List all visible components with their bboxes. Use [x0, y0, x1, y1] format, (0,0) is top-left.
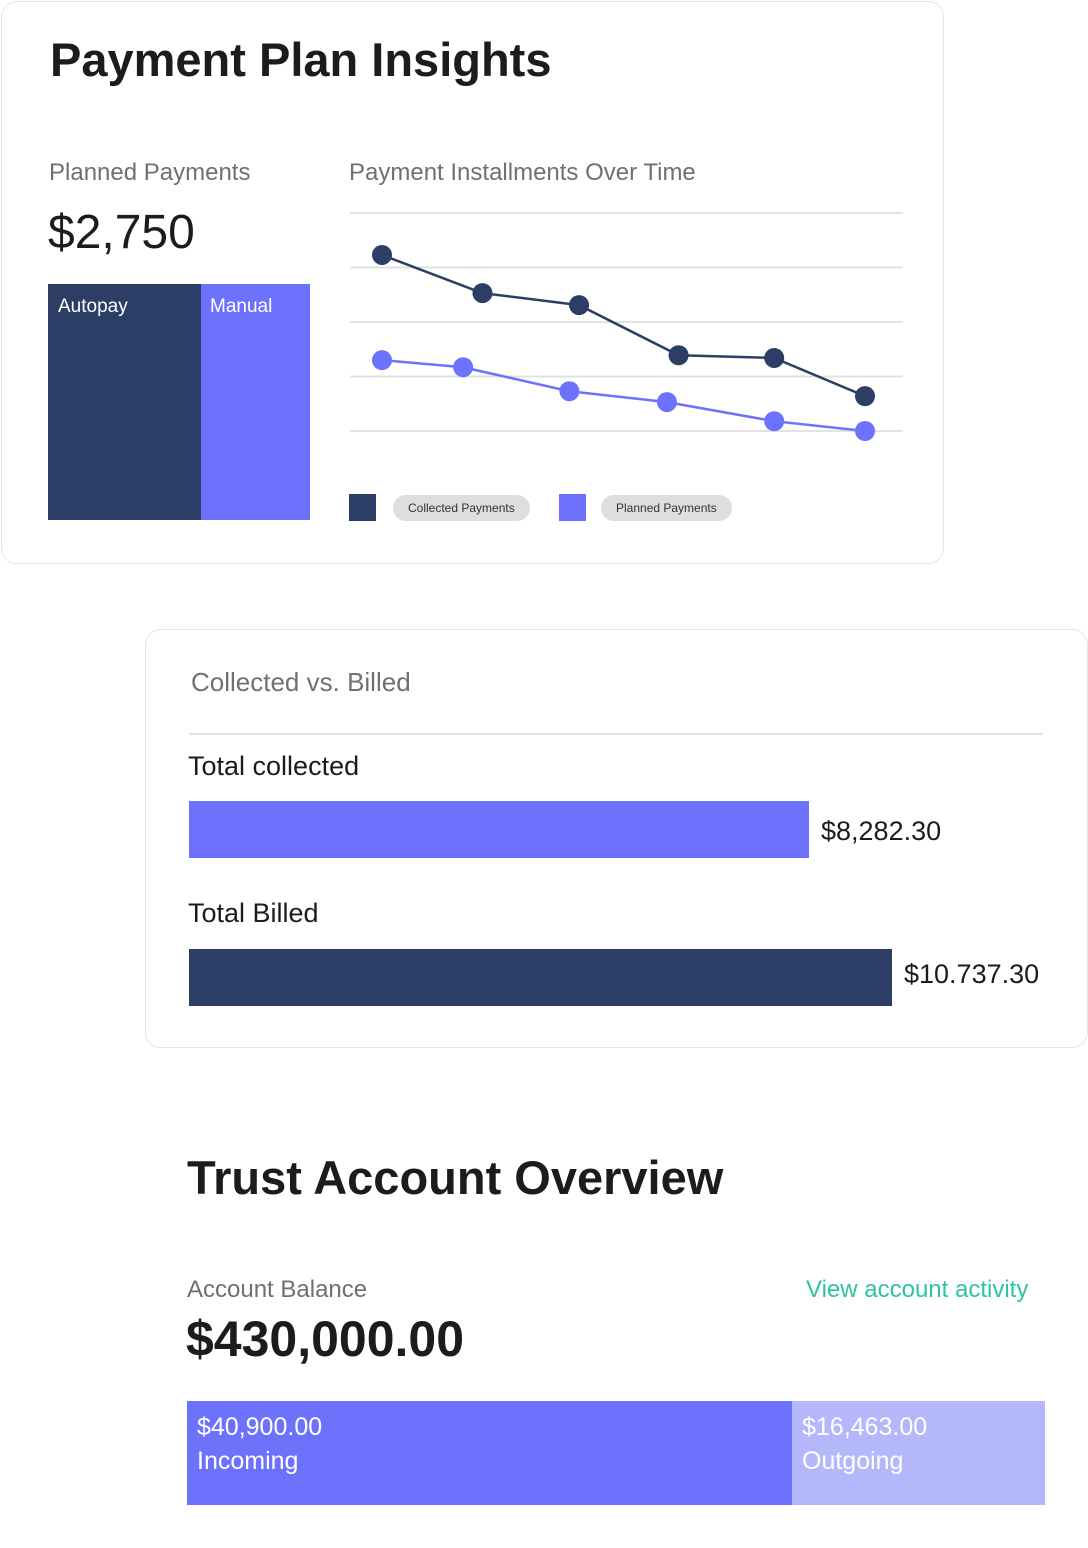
- line-chart: [350, 212, 903, 441]
- trust-title: Trust Account Overview: [187, 1151, 724, 1204]
- outgoing-bar: $16,463.00 Outgoing: [792, 1401, 1045, 1505]
- incoming-bar: $40,900.00 Incoming: [187, 1401, 792, 1505]
- outgoing-label: Outgoing: [802, 1447, 904, 1475]
- manual-block: Manual: [201, 284, 310, 520]
- account-balance-label: Account Balance: [187, 1276, 368, 1303]
- series-line-0: [381, 253, 866, 398]
- chart-title: Payment Installments Over Time: [349, 159, 696, 186]
- autopay-block: Autopay: [48, 284, 201, 520]
- planned-amount: $2,750: [48, 206, 195, 259]
- data-point: [559, 381, 580, 402]
- legend-collected: Collected Payments: [393, 495, 530, 521]
- collected-vs-billed-title: Collected vs. Billed: [191, 667, 411, 697]
- legend-swatch-collected: [349, 494, 376, 521]
- incoming-label: Incoming: [197, 1447, 299, 1475]
- total-billed-value: $10.737.30: [904, 959, 1040, 989]
- total-billed-label: Total Billed: [188, 898, 319, 928]
- collected-vs-billed-card: Collected vs. Billed Total collected $8,…: [145, 629, 1088, 1048]
- total-collected-bar: [189, 801, 809, 858]
- total-billed-bar: [189, 949, 892, 1006]
- data-point: [764, 347, 785, 368]
- outgoing-amount: $16,463.00: [802, 1413, 928, 1441]
- manual-label: Manual: [210, 296, 273, 317]
- view-account-activity-link[interactable]: View account activity: [806, 1276, 1029, 1303]
- page-title: Payment Plan Insights: [50, 33, 552, 86]
- planned-payments-label: Planned Payments: [49, 159, 251, 186]
- payment-plan-card: Payment Plan Insights Planned Payments $…: [1, 1, 944, 564]
- data-point: [569, 295, 590, 316]
- incoming-amount: $40,900.00: [197, 1413, 323, 1441]
- series-line-1: [381, 358, 866, 433]
- legend-swatch-planned: [559, 494, 586, 521]
- account-balance: $430,000.00: [186, 1311, 465, 1367]
- data-point: [855, 421, 875, 441]
- data-point: [372, 350, 392, 371]
- divider: [189, 733, 1043, 735]
- legend-planned: Planned Payments: [601, 495, 732, 521]
- data-point: [764, 411, 785, 432]
- total-collected-value: $8,282.30: [821, 816, 942, 846]
- data-point: [472, 283, 493, 304]
- data-point: [453, 357, 474, 378]
- data-point: [855, 386, 875, 407]
- total-collected-label: Total collected: [188, 751, 360, 781]
- data-point: [372, 244, 392, 265]
- autopay-label: Autopay: [58, 296, 128, 317]
- data-point: [668, 345, 689, 366]
- data-point: [656, 392, 677, 413]
